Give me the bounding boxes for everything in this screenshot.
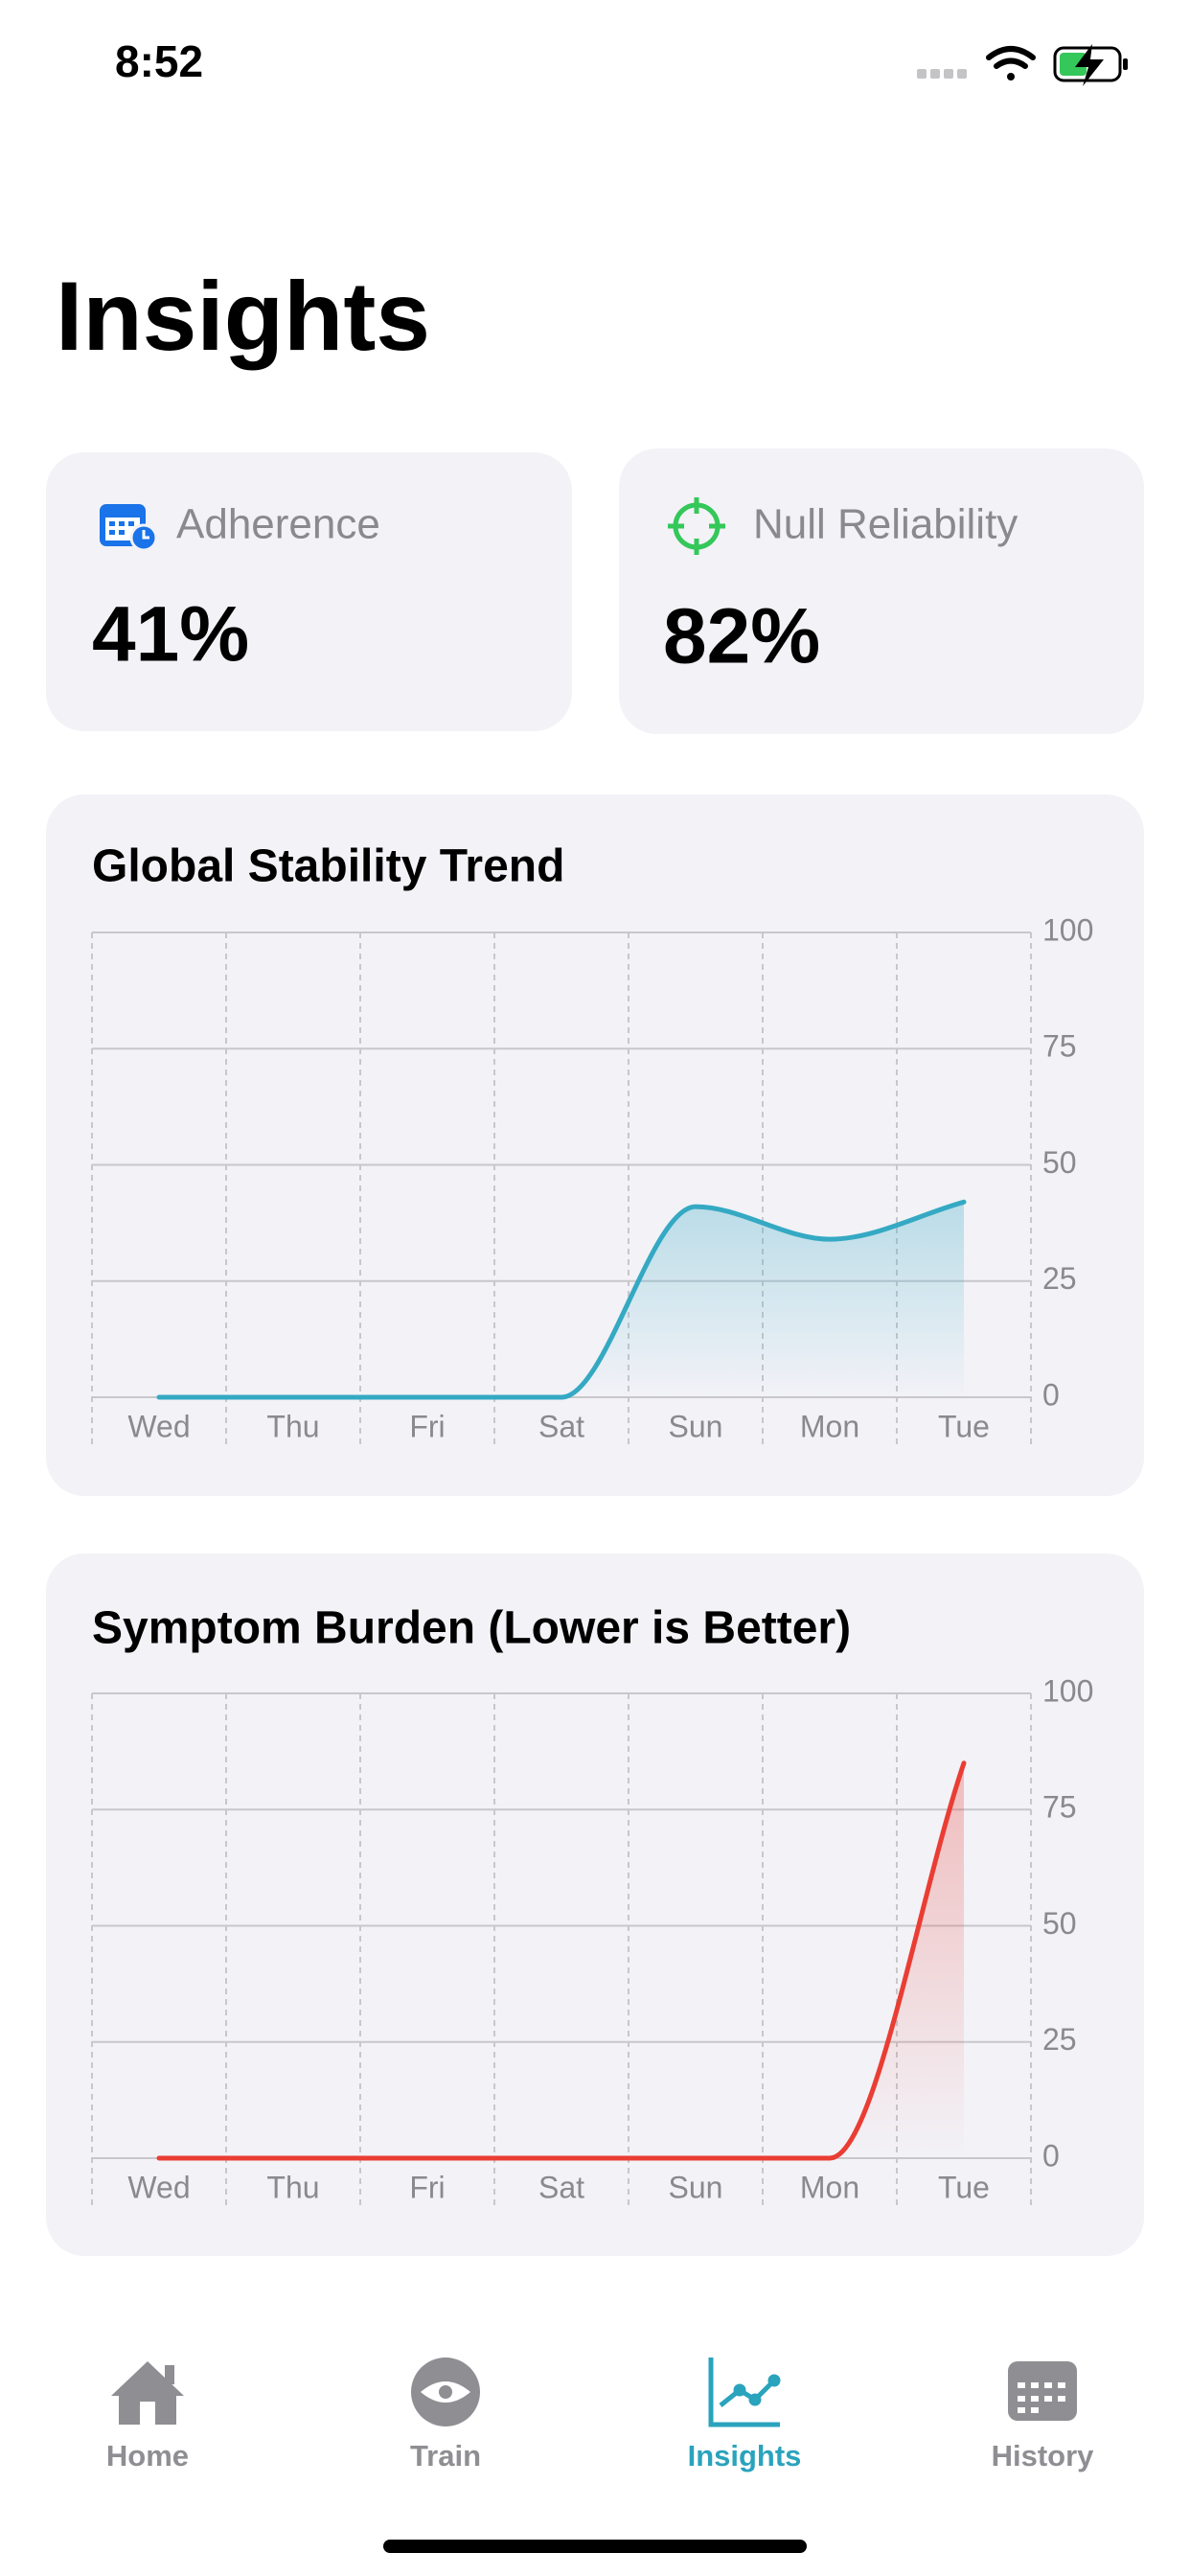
calendar-icon [100,504,158,552]
home-indicator [383,2540,807,2553]
metric-label: Adherence [176,501,380,548]
chart-card [46,1553,1144,2256]
y-tick-label: 100 [1042,1673,1093,1708]
x-tick-label: Sun [669,2170,723,2204]
y-tick-label: 0 [1042,2138,1060,2173]
y-tick-label: 25 [1042,1261,1077,1296]
x-tick-label: Fri [409,1409,445,1443]
y-tick-label: 0 [1042,1377,1060,1412]
x-tick-label: Thu [266,1409,319,1443]
status-time: 8:52 [115,36,203,86]
page-title: Insights [56,262,430,371]
signal-icon [917,69,967,79]
x-tick-label: Thu [266,2170,319,2204]
x-tick-label: Mon [800,1409,859,1443]
x-tick-label: Tue [938,2170,990,2204]
x-tick-label: Mon [800,2170,859,2204]
x-tick-label: Wed [127,1409,190,1443]
chart-title: Global Stability Trend [92,841,564,892]
line [156,1199,967,1400]
tab-label[interactable]: Home [106,2439,189,2472]
tab-label[interactable]: History [992,2439,1095,2472]
y-tick-label: 75 [1042,1029,1077,1064]
x-tick-label: Sat [538,1409,584,1443]
metric-label: Null Reliability [753,501,1018,548]
y-tick-label: 75 [1042,1790,1077,1825]
wifi-icon [986,46,1036,80]
tab-label[interactable]: Insights [688,2439,802,2472]
area-fill [159,1762,964,2158]
metric-value: 41% [92,591,249,678]
calendar-tab-icon [1008,2361,1077,2421]
x-tick-label: Sun [669,1409,723,1443]
chart-title: Symptom Burden (Lower is Better) [92,1603,851,1654]
area-fill [159,1202,964,1397]
tab-label[interactable]: Train [410,2439,481,2472]
chart-icon [708,2358,781,2427]
target-icon [668,497,725,555]
y-tick-label: 50 [1042,1145,1077,1180]
metric-card [619,448,1144,734]
eye-icon [411,2358,480,2426]
x-tick-label: Sat [538,2170,584,2204]
metric-value: 82% [663,593,820,680]
y-tick-label: 25 [1042,2022,1077,2057]
x-tick-label: Tue [938,1409,990,1443]
battery-icon [1053,44,1128,86]
metric-card [46,452,572,731]
x-tick-label: Wed [127,2170,190,2204]
x-tick-label: Fri [409,2170,445,2204]
y-tick-label: 50 [1042,1906,1077,1941]
home-icon [111,2361,184,2425]
y-tick-label: 100 [1042,912,1093,947]
line [156,1760,967,2161]
